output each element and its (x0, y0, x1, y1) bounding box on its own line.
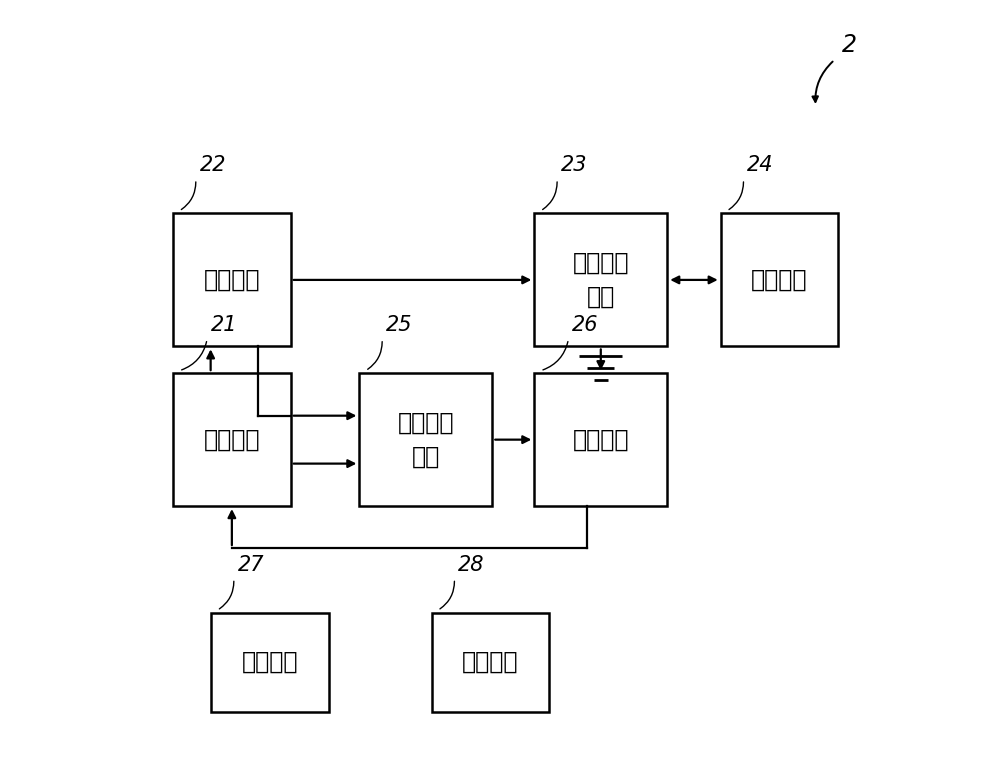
Bar (534, 373, 667, 506)
Bar (173, 213, 291, 347)
Text: 接收模块: 接收模块 (573, 428, 629, 451)
Text: 2: 2 (842, 33, 857, 58)
Text: 23: 23 (561, 155, 587, 175)
Text: 25: 25 (386, 315, 412, 335)
Text: 控制模块: 控制模块 (204, 428, 260, 451)
Text: 天线模块: 天线模块 (751, 268, 808, 292)
Text: 移相网络
模块: 移相网络 模块 (398, 411, 454, 468)
Text: 22: 22 (200, 155, 226, 175)
Text: 定向耦合
模块: 定向耦合 模块 (573, 251, 629, 308)
Text: 26: 26 (572, 315, 599, 335)
Bar (173, 373, 291, 506)
Bar (359, 373, 492, 506)
Text: 接口模块: 接口模块 (242, 650, 298, 674)
Bar (721, 213, 838, 347)
Text: 28: 28 (458, 554, 485, 574)
Text: 21: 21 (211, 315, 237, 335)
Bar (211, 613, 329, 711)
Text: 27: 27 (238, 554, 264, 574)
Text: 发射模块: 发射模块 (204, 268, 260, 292)
Text: 电源模块: 电源模块 (462, 650, 519, 674)
Bar (534, 213, 667, 347)
Text: 24: 24 (747, 155, 774, 175)
Bar (432, 613, 549, 711)
